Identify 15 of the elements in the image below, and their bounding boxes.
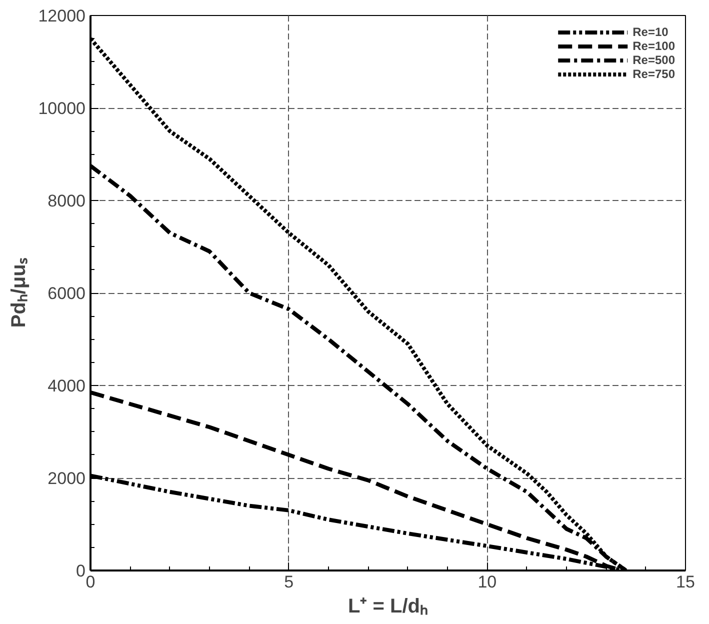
- x-tick-label: 5: [284, 572, 294, 592]
- y-tick-label: 10000: [38, 99, 86, 118]
- x-axis-title: L⁺ = L/dₕ: [348, 596, 428, 618]
- y-tick-label: 12000: [38, 6, 86, 26]
- text: Re=750: [632, 67, 675, 81]
- x-tick-label: 10: [478, 572, 497, 592]
- y-tick-label: 6000: [48, 284, 86, 303]
- y-tick-label: 2000: [48, 469, 86, 488]
- text: Re=10: [632, 25, 668, 39]
- text: Re=100: [632, 39, 675, 53]
- y-axis-title: Pdₕ/μuₛ: [8, 257, 30, 328]
- x-tick-label: 15: [676, 572, 695, 592]
- y-tick-label: 8000: [48, 192, 86, 210]
- y-tick-label: 4000: [48, 376, 86, 396]
- text: Re=500: [632, 53, 675, 67]
